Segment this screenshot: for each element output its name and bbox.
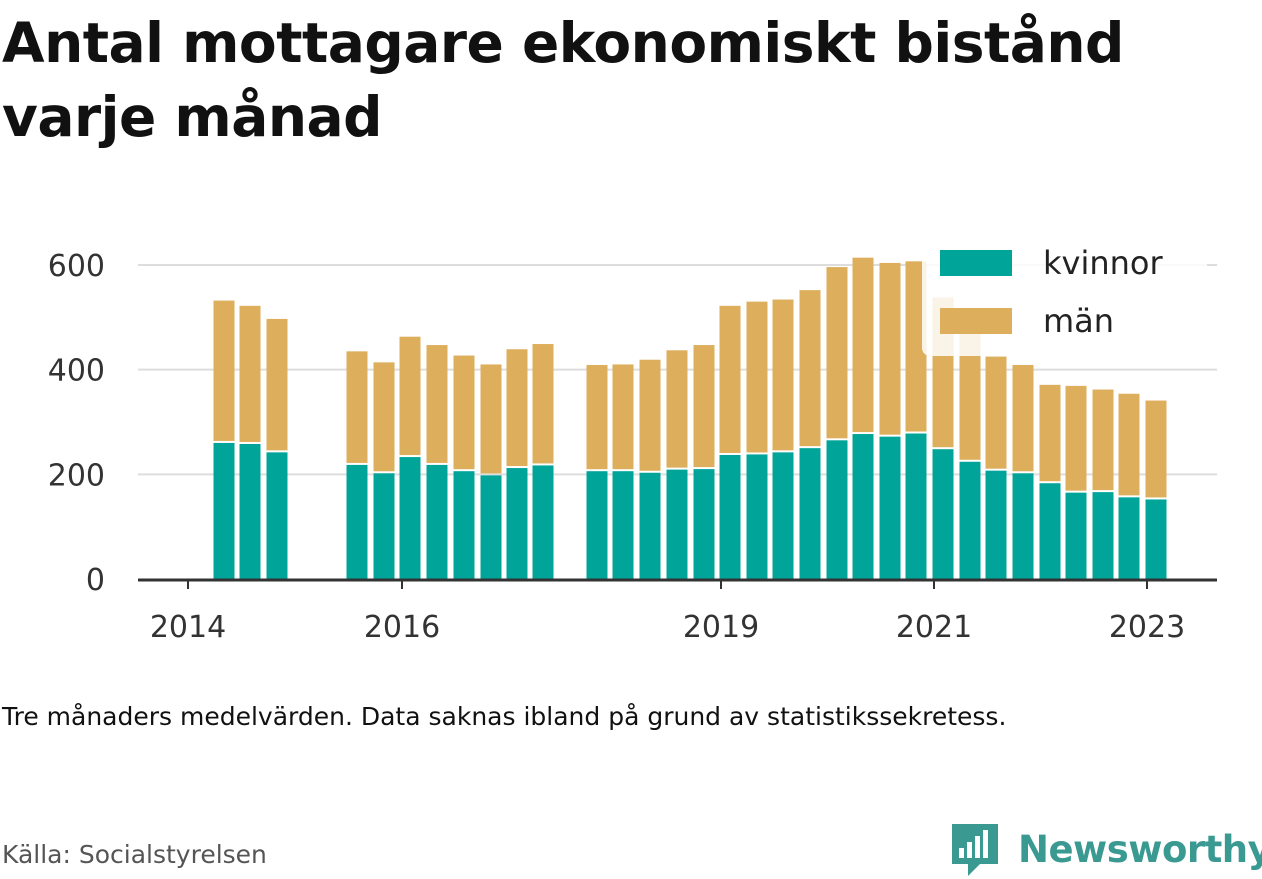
bar-chart: 0 200 400 600 2014 2016 2019 2021 2023 kvinnor m…	[48, 238, 1217, 645]
bar-man	[746, 301, 768, 453]
bar-kvinnor	[985, 470, 1007, 579]
bar-man	[905, 261, 927, 432]
bar-man	[1039, 384, 1061, 482]
bar-kvinnor	[1092, 492, 1114, 579]
bar-man	[1118, 393, 1140, 496]
bar-kvinnor	[373, 473, 395, 579]
bar-man	[266, 318, 288, 451]
bar-man	[852, 257, 874, 433]
bar-man	[426, 345, 448, 463]
bar-kvinnor	[639, 472, 661, 579]
bar-kvinnor	[586, 471, 608, 579]
bar-man	[532, 344, 554, 464]
x-tick-label: 2014	[150, 610, 226, 645]
bar-man	[399, 336, 421, 456]
bar-man	[879, 262, 901, 435]
legend-label: kvinnor	[1043, 244, 1164, 282]
legend-swatch	[940, 250, 1012, 276]
bar-kvinnor	[772, 452, 794, 579]
bar-kvinnor	[905, 433, 927, 579]
bar-kvinnor	[239, 443, 261, 579]
bar-man	[772, 299, 794, 451]
bar-man	[373, 362, 395, 472]
bar-kvinnor	[1039, 483, 1061, 579]
bar-kvinnor	[879, 436, 901, 579]
bar-kvinnor	[959, 461, 981, 579]
y-tick-label: 0	[86, 563, 105, 598]
newsworthy-logo-icon	[952, 824, 998, 876]
x-tick-label: 2016	[364, 610, 440, 645]
x-tick-label: 2023	[1109, 610, 1185, 645]
y-tick-label: 400	[48, 354, 105, 389]
legend: kvinnor män	[922, 238, 1207, 356]
bars	[213, 257, 1167, 579]
bar-kvinnor	[1065, 492, 1087, 579]
bar-kvinnor	[266, 452, 288, 579]
bar-man	[480, 364, 502, 474]
bar-man	[1065, 385, 1087, 491]
bar-kvinnor	[612, 471, 634, 579]
bar-man	[453, 355, 475, 470]
bar-man	[719, 305, 741, 453]
bar-kvinnor	[426, 464, 448, 579]
bar-kvinnor	[693, 469, 715, 579]
bar-kvinnor	[1118, 497, 1140, 579]
bar-kvinnor	[1012, 473, 1034, 579]
bar-kvinnor	[453, 471, 475, 579]
bar-man	[826, 267, 848, 439]
x-tick-label: 2021	[896, 610, 972, 645]
bar-man	[506, 349, 528, 467]
bar-kvinnor	[346, 464, 368, 579]
y-axis-labels: 0 200 400 600	[48, 249, 105, 598]
y-tick-label: 200	[48, 458, 105, 493]
bar-man	[693, 345, 715, 468]
source-text: Källa: Socialstyrelsen	[2, 840, 267, 869]
bar-man	[666, 350, 688, 468]
bar-kvinnor	[746, 454, 768, 579]
chart-note: Tre månaders medelvärden. Data saknas ib…	[2, 702, 1007, 731]
bar-kvinnor	[399, 457, 421, 579]
y-tick-label: 600	[48, 249, 105, 284]
bar-man	[1012, 364, 1034, 472]
bar-kvinnor	[852, 434, 874, 579]
bar-kvinnor	[213, 442, 235, 579]
bar-man	[959, 327, 981, 460]
bar-man	[612, 364, 634, 470]
legend-swatch	[940, 308, 1012, 334]
bar-man	[985, 356, 1007, 469]
bar-kvinnor	[826, 440, 848, 579]
x-tick-label: 2019	[683, 610, 759, 645]
bar-man	[639, 359, 661, 471]
brand-name: Newsworthy	[1018, 827, 1262, 871]
bar-man	[1145, 400, 1167, 498]
bar-man	[1092, 389, 1114, 491]
bar-kvinnor	[932, 449, 954, 579]
bar-kvinnor	[480, 475, 502, 579]
chart-title: Antal mottagare ekonomiskt bistånd varje…	[2, 11, 1124, 149]
bar-man	[239, 305, 261, 442]
bar-man	[799, 290, 821, 447]
bar-kvinnor	[1145, 499, 1167, 579]
bar-man	[586, 364, 608, 470]
bar-man	[346, 351, 368, 463]
bar-kvinnor	[799, 448, 821, 579]
bar-kvinnor	[532, 465, 554, 579]
bar-kvinnor	[719, 454, 741, 579]
newsworthy-logo[interactable]: Newsworthy	[950, 820, 1262, 878]
x-axis: 2014 2016 2019 2021 2023	[138, 578, 1217, 645]
legend-label: män	[1043, 302, 1114, 340]
bar-man	[213, 300, 235, 441]
bar-kvinnor	[506, 468, 528, 579]
bar-kvinnor	[666, 469, 688, 579]
